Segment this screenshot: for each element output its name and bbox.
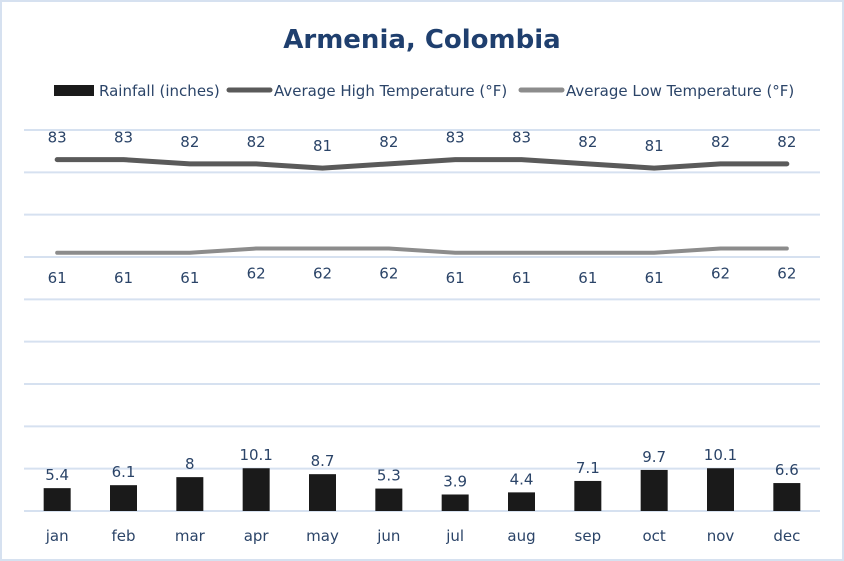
data-label-low-temperature: 61: [578, 269, 597, 287]
data-label-rainfall: 7.1: [576, 459, 600, 477]
data-label-low-temperature: 61: [446, 269, 465, 287]
bar-rainfall: [773, 483, 801, 511]
data-label-low-temperature: 62: [379, 265, 398, 283]
bar-rainfall: [309, 474, 336, 511]
data-label-low-temperature: 61: [512, 269, 531, 287]
x-tick-label: nov: [707, 527, 735, 545]
x-tick-label: sep: [575, 527, 602, 545]
data-label-rainfall: 5.4: [45, 466, 69, 484]
data-label-low-temperature: 62: [247, 265, 266, 283]
x-tick-label: may: [306, 527, 339, 545]
data-label-high-temperature: 81: [313, 137, 332, 155]
data-label-low-temperature: 61: [180, 269, 199, 287]
line-high-temperature: [54, 157, 790, 171]
data-label-rainfall: 3.9: [443, 472, 467, 490]
legend-label-low-temperature: Average Low Temperature (°F): [566, 82, 794, 100]
data-label-high-temperature: 82: [777, 133, 796, 151]
data-label-low-temperature: 61: [114, 269, 133, 287]
data-label-high-temperature: 83: [512, 129, 531, 147]
x-tick-label: jul: [445, 527, 464, 545]
data-label-rainfall: 5.3: [377, 467, 401, 485]
x-tick-label: apr: [244, 527, 270, 545]
x-tick-label: aug: [507, 527, 535, 545]
bar-rainfall: [441, 494, 469, 511]
data-label-high-temperature: 82: [711, 133, 730, 151]
data-label-high-temperature: 81: [645, 137, 664, 155]
data-label-high-temperature: 82: [180, 133, 199, 151]
legend-label-high-temperature: Average High Temperature (°F): [274, 82, 507, 100]
bar-rainfall: [508, 492, 535, 511]
line-low-temperature: [55, 246, 789, 255]
bar-rainfall: [110, 485, 137, 511]
data-label-high-temperature: 82: [379, 133, 398, 151]
chart-title: Armenia, Colombia: [283, 25, 560, 55]
data-label-rainfall: 8.7: [311, 452, 335, 470]
data-label-rainfall: 6.6: [775, 461, 799, 479]
bar-rainfall: [707, 468, 734, 511]
bar-rainfall: [43, 488, 71, 511]
x-tick-label: jan: [45, 527, 69, 545]
data-label-high-temperature: 83: [114, 129, 133, 147]
data-label-low-temperature: 61: [645, 269, 664, 287]
data-label-rainfall: 9.7: [642, 448, 666, 466]
data-label-rainfall: 6.1: [112, 463, 136, 481]
data-label-high-temperature: 83: [48, 129, 67, 147]
data-label-low-temperature: 62: [313, 265, 332, 283]
data-label-low-temperature: 62: [711, 265, 730, 283]
bar-rainfall: [640, 469, 668, 511]
data-label-high-temperature: 82: [247, 133, 266, 151]
legend: Rainfall (inches) Average High Temperatur…: [54, 82, 794, 100]
bar-rainfall: [176, 477, 204, 511]
data-label-low-temperature: 62: [777, 265, 796, 283]
legend-label-rainfall: Rainfall (inches): [99, 82, 220, 100]
bar-rainfall: [375, 488, 403, 511]
bar-rainfall: [242, 468, 270, 511]
x-tick-label: mar: [175, 527, 206, 545]
data-label-rainfall: 8: [185, 455, 195, 473]
x-tick-label: jun: [376, 527, 400, 545]
legend-swatch-rainfall: [54, 85, 94, 96]
x-tick-label: dec: [773, 527, 800, 545]
data-label-rainfall: 4.4: [510, 470, 534, 488]
data-label-rainfall: 10.1: [704, 446, 737, 464]
data-label-low-temperature: 61: [48, 269, 67, 287]
data-label-rainfall: 10.1: [239, 446, 272, 464]
bar-rainfall: [574, 480, 602, 511]
x-tick-label: oct: [643, 527, 666, 545]
x-tick-label: feb: [111, 527, 135, 545]
data-label-high-temperature: 82: [578, 133, 597, 151]
data-label-high-temperature: 83: [446, 129, 465, 147]
